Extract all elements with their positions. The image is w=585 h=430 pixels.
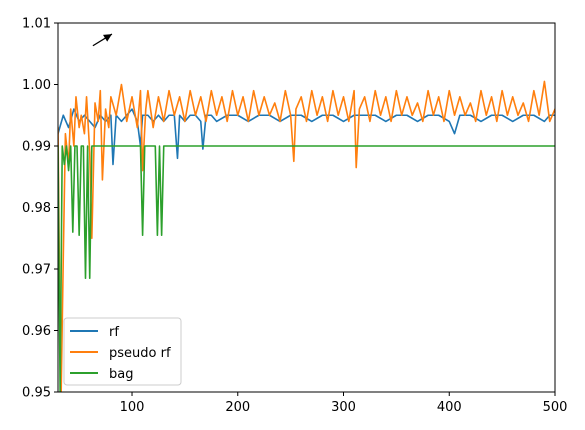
legend-label: bag: [109, 367, 133, 382]
x-tick-label: 200: [225, 400, 250, 415]
y-tick-label: 0.97: [22, 263, 51, 278]
x-axis: 100 200 300 400 500: [120, 392, 568, 415]
y-tick-label: 0.96: [22, 324, 51, 339]
x-tick-label: 300: [331, 400, 356, 415]
y-tick-label: 1.01: [22, 17, 51, 32]
x-tick-label: 500: [543, 400, 568, 415]
y-tick-label: 0.95: [22, 386, 51, 401]
x-tick-label: 100: [120, 400, 145, 415]
legend-entry: pseudo rf: [70, 346, 171, 361]
legend-entry: bag: [70, 367, 133, 382]
legend-frame: [63, 317, 182, 386]
legend: rf pseudo rf bag: [63, 317, 182, 386]
legend-label: pseudo rf: [109, 346, 171, 361]
y-axis: 0.95 0.96 0.97 0.98 0.99 1.00 1.01: [22, 17, 58, 401]
cursor-arrow-icon: [92, 33, 113, 47]
series-line-rf: [58, 108, 555, 166]
y-tick-label: 0.98: [22, 201, 51, 216]
annotation-layer: [92, 33, 113, 47]
x-tick-label: 400: [437, 400, 462, 415]
y-tick-label: 0.99: [22, 140, 51, 155]
legend-entry: rf: [70, 325, 119, 340]
series-layer: [58, 80, 555, 392]
y-tick-label: 1.00: [22, 78, 51, 93]
legend-label: rf: [109, 325, 119, 340]
series-line-bag: [58, 145, 555, 392]
series-line-pseudo-rf: [58, 80, 555, 392]
